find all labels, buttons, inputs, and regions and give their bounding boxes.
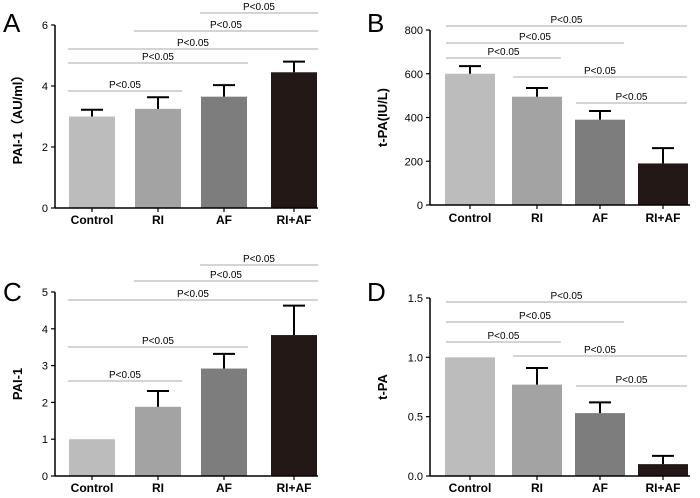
y-tick-label: 5: [42, 287, 48, 299]
y-tick-label: 0: [417, 200, 423, 212]
significance-label: P<0.05: [177, 289, 209, 300]
y-tick-label: 1: [42, 434, 48, 446]
bar-control: [445, 357, 495, 476]
x-tick-label: AF: [216, 481, 232, 495]
significance-label: P<0.05: [551, 291, 583, 302]
x-tick-label: RI+AF: [276, 481, 311, 495]
significance-label: P<0.05: [109, 80, 141, 91]
significance-label: P<0.05: [243, 2, 275, 13]
bar-af: [201, 368, 247, 476]
x-tick-label: AF: [592, 211, 608, 225]
bar-ri-af: [638, 464, 688, 476]
bar-control: [69, 439, 115, 476]
y-tick-label: 4: [42, 324, 48, 336]
x-tick-label: Control: [449, 481, 492, 495]
bar-control: [445, 73, 495, 205]
significance-label: P<0.05: [142, 336, 174, 347]
y-tick-label: 6: [42, 20, 48, 32]
panel-letter: D: [367, 277, 386, 307]
significance-label: P<0.05: [488, 331, 520, 342]
y-tick-label: 4: [42, 81, 48, 93]
bar-ri: [512, 96, 562, 205]
y-axis-label: t-PA(IU/L): [375, 88, 390, 147]
y-axis-label: PAI-1（AU/ml）: [10, 69, 25, 165]
x-tick-label: RI+AF: [645, 211, 680, 225]
bar-af: [201, 96, 247, 208]
panel-letter: C: [3, 277, 22, 307]
significance-label: P<0.05: [584, 66, 616, 77]
significance-label: P<0.05: [584, 345, 616, 356]
y-tick-label: 0.5: [408, 412, 423, 424]
bar-ri-af: [271, 72, 317, 209]
x-tick-label: RI: [152, 481, 164, 495]
y-tick-label: 200: [405, 156, 423, 168]
y-tick-label: 0: [42, 471, 48, 483]
panel-b: Bt-PA(IU/L) 0 200 400 600 800 Control RI AF RI+AF…: [367, 8, 690, 225]
x-tick-label: Control: [449, 211, 492, 225]
y-tick-label: 1.0: [408, 352, 423, 364]
significance-label: P<0.05: [488, 47, 520, 58]
x-tick-label: RI: [531, 211, 543, 225]
significance-label: P<0.05: [243, 254, 275, 265]
significance-label: P<0.05: [551, 15, 583, 26]
y-tick-label: 800: [405, 25, 423, 37]
y-axis-label: PAI-1: [10, 368, 25, 400]
significance-label: P<0.05: [210, 270, 242, 281]
significance-label: P<0.05: [109, 370, 141, 381]
bar-ri-af: [271, 335, 317, 476]
y-tick-label: 0.0: [408, 471, 423, 483]
y-tick-label: 600: [405, 69, 423, 81]
bar-ri: [135, 406, 181, 476]
y-tick-label: 0: [42, 203, 48, 215]
x-tick-label: Control: [71, 213, 114, 227]
bar-control: [69, 116, 115, 208]
x-tick-label: AF: [592, 481, 608, 495]
y-tick-label: 1.5: [408, 293, 423, 305]
significance-label: P<0.05: [210, 20, 242, 31]
y-tick-label: 3: [42, 361, 48, 373]
significance-label: P<0.05: [519, 311, 551, 322]
x-tick-label: Control: [71, 481, 114, 495]
x-tick-label: RI+AF: [645, 481, 680, 495]
bar-ri: [512, 384, 562, 476]
bar-af: [575, 413, 625, 476]
panel-letter: A: [3, 8, 21, 38]
y-tick-label: 2: [42, 397, 48, 409]
x-tick-label: RI+AF: [276, 213, 311, 227]
bar-ri: [135, 108, 181, 208]
bar-af: [575, 119, 625, 205]
significance-label: P<0.05: [177, 38, 209, 49]
significance-label: P<0.05: [519, 32, 551, 43]
significance-label: P<0.05: [616, 375, 648, 386]
panel-letter: B: [367, 8, 384, 38]
x-tick-label: AF: [216, 213, 232, 227]
significance-label: P<0.05: [616, 92, 648, 103]
y-tick-label: 400: [405, 113, 423, 125]
y-tick-label: 2: [42, 142, 48, 154]
bar-ri-af: [638, 163, 688, 205]
significance-label: P<0.05: [142, 52, 174, 63]
x-tick-label: RI: [152, 213, 164, 227]
x-tick-label: RI: [531, 481, 543, 495]
y-axis-label: t-PA: [375, 374, 390, 400]
